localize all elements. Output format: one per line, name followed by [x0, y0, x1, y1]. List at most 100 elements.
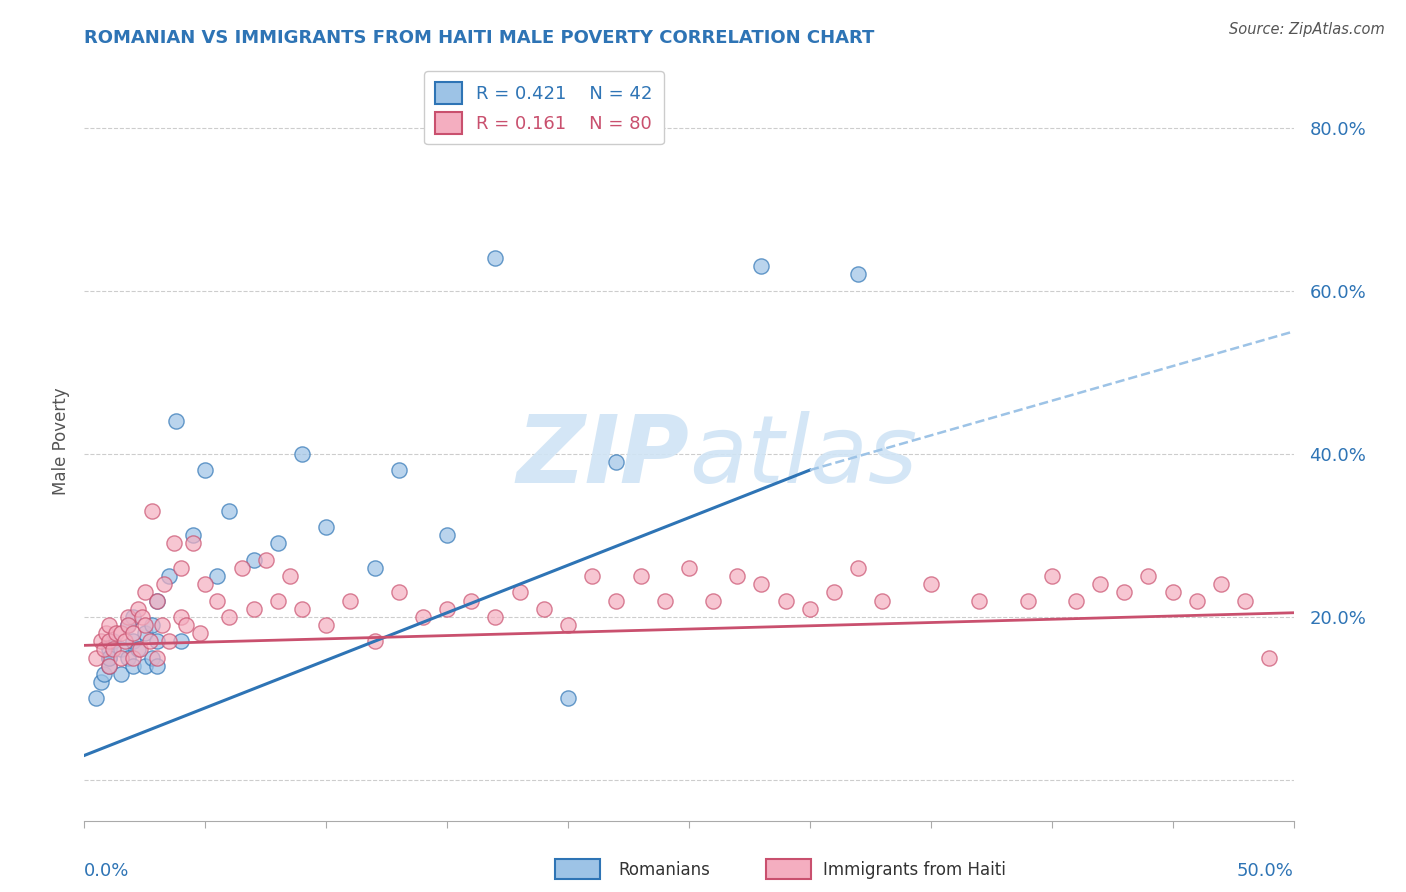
Point — [315, 520, 337, 534]
Point — [1017, 593, 1039, 607]
Point — [134, 658, 156, 673]
Point — [725, 569, 748, 583]
Point — [110, 642, 132, 657]
Point — [121, 610, 143, 624]
Point — [484, 251, 506, 265]
Point — [129, 642, 152, 657]
Point — [581, 569, 603, 583]
Point — [872, 593, 894, 607]
Point — [146, 593, 169, 607]
Point — [1209, 577, 1232, 591]
Text: Source: ZipAtlas.com: Source: ZipAtlas.com — [1229, 22, 1385, 37]
Point — [86, 650, 108, 665]
Point — [846, 561, 869, 575]
Point — [117, 618, 139, 632]
Point — [170, 634, 193, 648]
Point — [231, 561, 253, 575]
Point — [194, 463, 217, 477]
Point — [557, 691, 579, 706]
Point — [94, 626, 117, 640]
Point — [799, 601, 821, 615]
Point — [605, 455, 627, 469]
Point — [97, 642, 120, 657]
Point — [93, 666, 115, 681]
Point — [117, 650, 139, 665]
Point — [823, 585, 845, 599]
Point — [1137, 569, 1160, 583]
Point — [141, 504, 163, 518]
Text: Immigrants from Haiti: Immigrants from Haiti — [823, 861, 1005, 879]
Point — [141, 650, 163, 665]
Point — [103, 642, 125, 657]
Point — [153, 577, 176, 591]
Point — [339, 593, 361, 607]
Point — [104, 626, 127, 640]
Point — [920, 577, 942, 591]
Point — [388, 463, 411, 477]
Point — [194, 577, 217, 591]
Point — [190, 626, 212, 640]
Y-axis label: Male Poverty: Male Poverty — [52, 388, 70, 495]
Point — [291, 601, 314, 615]
Point — [93, 642, 115, 657]
Point — [150, 618, 173, 632]
Point — [138, 634, 160, 648]
Text: 50.0%: 50.0% — [1237, 863, 1294, 880]
Point — [127, 642, 149, 657]
Point — [291, 447, 314, 461]
Point — [121, 634, 143, 648]
Point — [103, 634, 125, 648]
Text: ZIP: ZIP — [516, 410, 689, 503]
Point — [1185, 593, 1208, 607]
Text: atlas: atlas — [689, 411, 917, 502]
Point — [1234, 593, 1257, 607]
Point — [86, 691, 108, 706]
Point — [242, 553, 264, 567]
Point — [218, 504, 240, 518]
Text: 0.0%: 0.0% — [84, 863, 129, 880]
Point — [170, 561, 193, 575]
Point — [110, 666, 132, 681]
Point — [654, 593, 676, 607]
Point — [846, 268, 869, 282]
Point — [267, 536, 290, 550]
Point — [157, 569, 180, 583]
Point — [436, 528, 458, 542]
Point — [775, 593, 797, 607]
Point — [363, 634, 385, 648]
Point — [484, 610, 506, 624]
Point — [557, 618, 579, 632]
Point — [114, 634, 136, 648]
Point — [97, 658, 120, 673]
Point — [1064, 593, 1087, 607]
Point — [1258, 650, 1281, 665]
Point — [1088, 577, 1111, 591]
Point — [131, 610, 153, 624]
Point — [174, 618, 197, 632]
Point — [146, 658, 169, 673]
Point — [436, 601, 458, 615]
Point — [751, 259, 773, 273]
Point — [412, 610, 434, 624]
Point — [533, 601, 555, 615]
Point — [254, 553, 277, 567]
Point — [267, 593, 290, 607]
Point — [134, 618, 156, 632]
Point — [117, 618, 139, 632]
Point — [702, 593, 724, 607]
Point — [170, 610, 193, 624]
Point — [678, 561, 700, 575]
Point — [97, 658, 120, 673]
Point — [117, 610, 139, 624]
Point — [110, 626, 132, 640]
Point — [146, 650, 169, 665]
Point — [134, 585, 156, 599]
Point — [165, 414, 187, 428]
Point — [751, 577, 773, 591]
Point — [207, 569, 229, 583]
Point — [181, 528, 204, 542]
Point — [141, 618, 163, 632]
Text: ROMANIAN VS IMMIGRANTS FROM HAITI MALE POVERTY CORRELATION CHART: ROMANIAN VS IMMIGRANTS FROM HAITI MALE P… — [84, 29, 875, 47]
Point — [163, 536, 186, 550]
Point — [181, 536, 204, 550]
